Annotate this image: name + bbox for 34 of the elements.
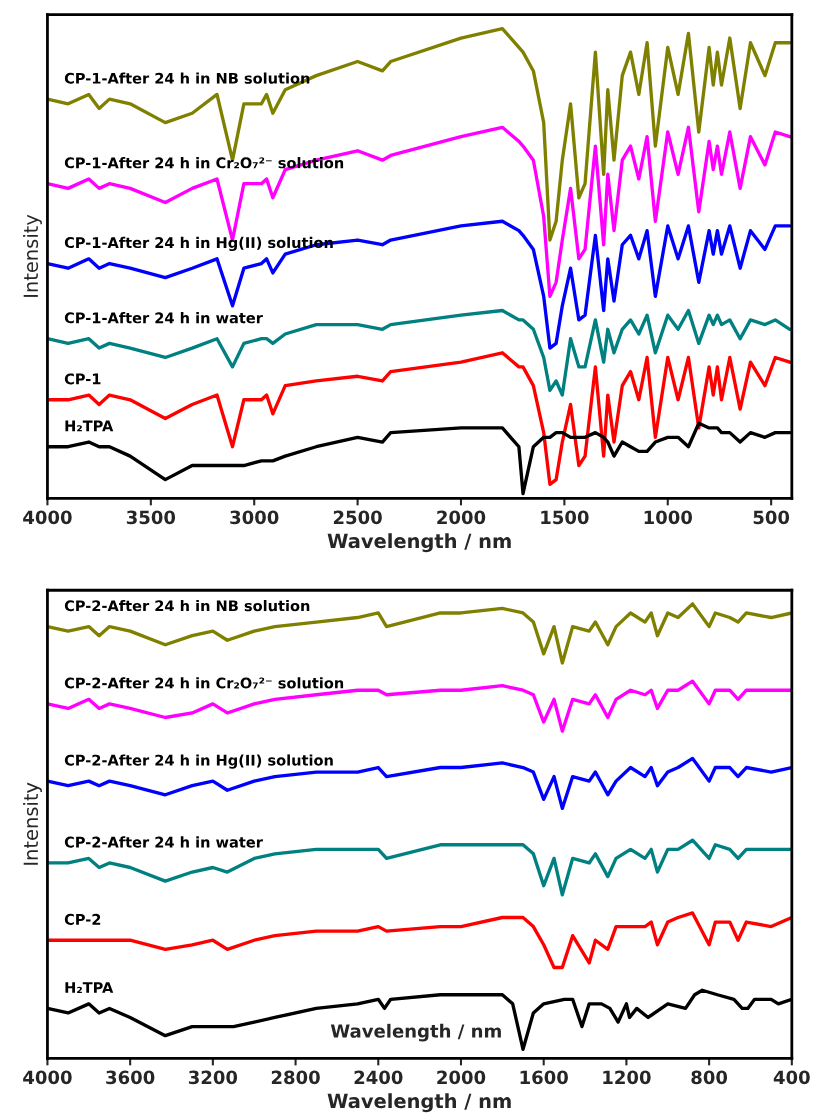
x-tick-label: 800 [691, 1070, 728, 1085]
series-label: CP-1-After 24 h in water [64, 312, 263, 324]
x-tick-label: 3200 [188, 1070, 238, 1085]
series-label: H₂TPA [65, 420, 114, 432]
x-tick-label: 3000 [230, 510, 279, 525]
x-tick-label: 1600 [520, 1070, 568, 1085]
x-axis-title: Wavelength / nm [327, 1093, 511, 1113]
y-axis-title: Intensity [23, 214, 42, 297]
series-label: CP-2-After 24 h in water [64, 836, 263, 848]
x-tick-label: 3600 [106, 1070, 155, 1085]
series-label: CP-2-After 24 h in Cr₂O₇²⁻ solution [64, 677, 344, 689]
x-tick-label: 4000 [23, 510, 72, 525]
series-label: CP-2-After 24 h in NB solution [64, 599, 310, 612]
x-tick-label: 1200 [603, 1070, 651, 1085]
y-axis-title: Intensity [23, 782, 42, 865]
annotation: Wavelength / nm [330, 1023, 501, 1042]
x-tick-label: 4000 [23, 1070, 72, 1085]
series-label: H₂TPA [65, 982, 114, 993]
x-tick-label: 2400 [354, 1070, 403, 1085]
x-tick-label: 2000 [437, 1070, 486, 1085]
series-label: CP-2 [64, 913, 101, 925]
series-label: CP-2-After 24 h in Hg(II) solution [64, 754, 333, 769]
series-label: CP-1 [64, 373, 101, 385]
x-tick-label: 2500 [333, 510, 382, 525]
series-label: CP-1-After 24 h in Hg(II) solution [64, 236, 333, 252]
x-tick-label: 3500 [126, 510, 176, 525]
x-tick-label: 1000 [644, 510, 693, 525]
x-tick-label: 2800 [271, 1070, 320, 1085]
x-tick-label: 500 [753, 510, 790, 525]
series-label: CP-1-After 24 h in NB solution [64, 72, 310, 84]
x-axis-title: Wavelength / nm [327, 533, 511, 553]
x-tick-label: 2000 [437, 510, 486, 525]
x-tick-label: 400 [773, 1070, 810, 1085]
x-tick-label: 1500 [541, 510, 589, 525]
